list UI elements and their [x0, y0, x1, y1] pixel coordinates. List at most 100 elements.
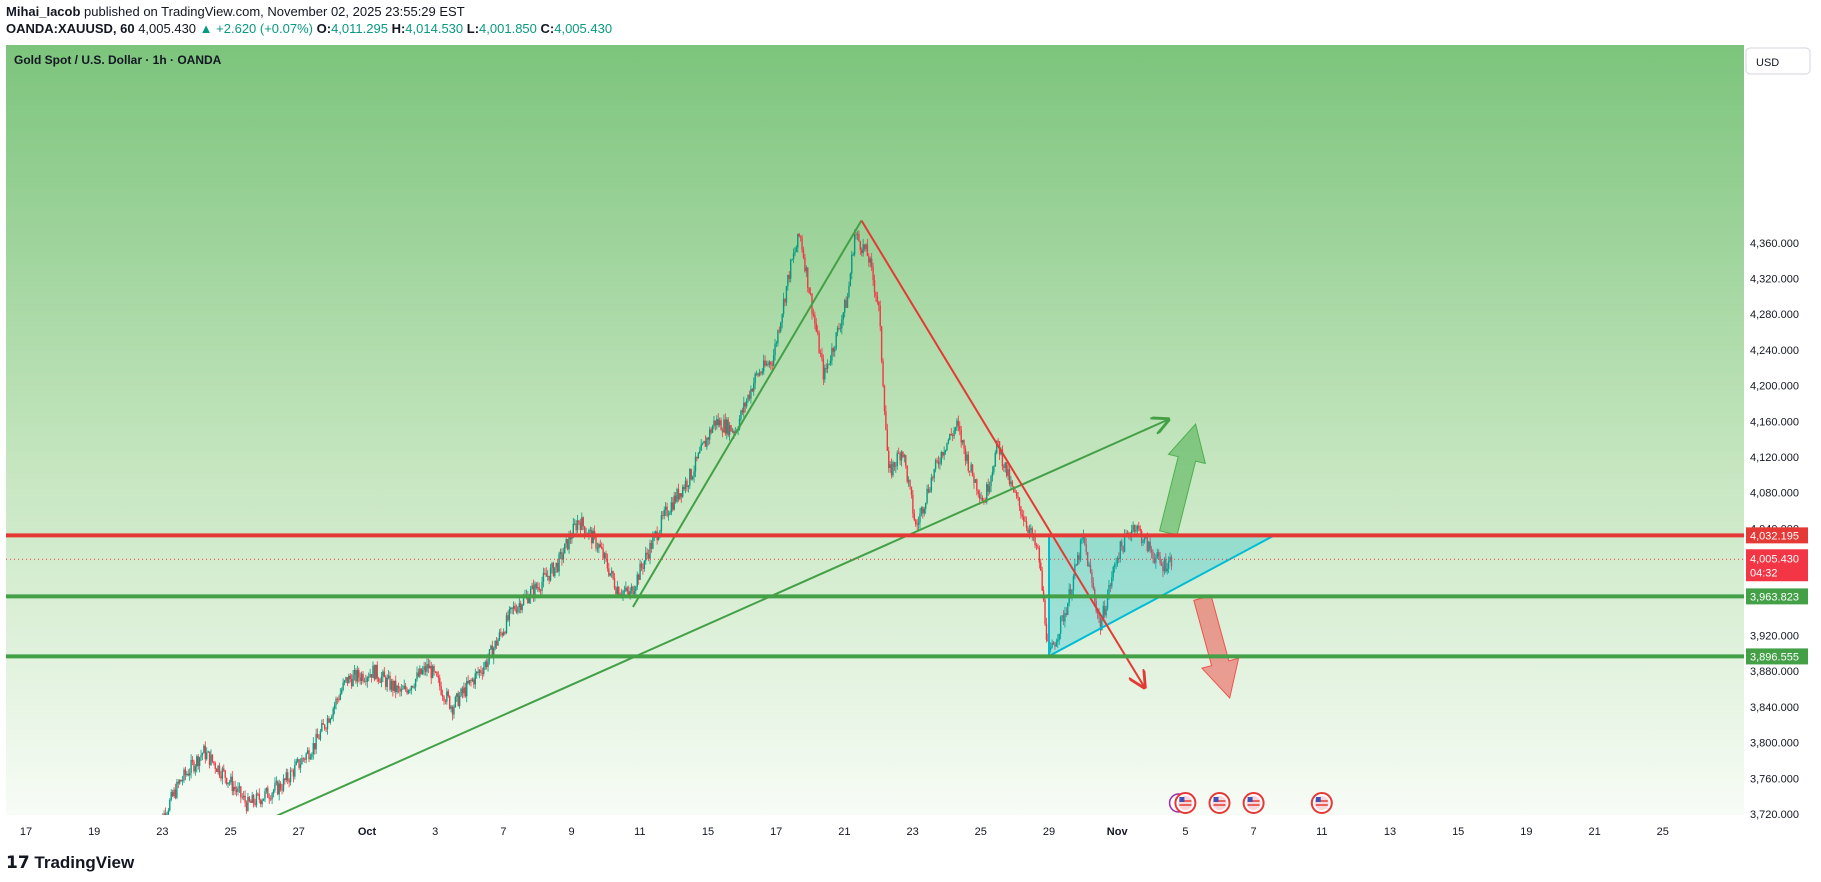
- candle-body: [936, 460, 938, 462]
- candle-body: [609, 573, 611, 576]
- candle-body: [987, 484, 989, 492]
- candle-body: [403, 685, 405, 689]
- candle-body: [909, 480, 911, 487]
- time-axis[interactable]: 17 19 23 25 27 Oct 3 7 9 11 15 17 21 23 25 29 Nov 5 7 11 13 1…: [0, 815, 1744, 840]
- candle-body: [866, 244, 869, 256]
- candle-body: [490, 645, 492, 650]
- candle-body: [1062, 615, 1065, 622]
- candle-body: [953, 430, 955, 437]
- candle-body: [500, 632, 502, 634]
- candle-body: [284, 778, 286, 781]
- candle-body: [434, 671, 437, 673]
- candle-body: [1166, 568, 1168, 572]
- candle-body: [643, 560, 646, 569]
- candle-body: [751, 388, 754, 392]
- candle-body: [1081, 538, 1083, 541]
- candle-body: [755, 373, 758, 375]
- candle-body: [458, 695, 461, 707]
- price-axis[interactable]: 3,720.000 3,760.000 3,800.000 3,840.000 3,88…: [1746, 238, 1808, 821]
- candle-body: [521, 604, 523, 610]
- candle-body: [215, 768, 218, 772]
- candle-body: [626, 587, 628, 592]
- candle-body: [487, 659, 489, 667]
- candle-body: [1102, 605, 1104, 620]
- candle-body: [177, 781, 180, 784]
- candle-body: [413, 687, 415, 688]
- candle-body: [1072, 575, 1075, 591]
- candle-body: [1067, 603, 1069, 615]
- y-tick-label: 3,840.000: [1750, 702, 1799, 714]
- candle-body: [1041, 570, 1043, 591]
- candle-body: [1011, 481, 1014, 487]
- candle-body: [328, 718, 330, 723]
- candle-body: [252, 795, 255, 804]
- candle-body: [1001, 449, 1004, 467]
- candle-body: [562, 553, 565, 560]
- candle-body: [1028, 529, 1031, 533]
- candle-body: [387, 675, 390, 678]
- candle-body: [1038, 547, 1041, 563]
- candle-body: [691, 476, 694, 480]
- candle-body: [1031, 528, 1033, 538]
- candle-body: [221, 768, 224, 779]
- candle-body: [969, 470, 971, 472]
- candle-body: [880, 326, 883, 361]
- candle-body: [200, 755, 202, 758]
- candle-body: [662, 515, 664, 516]
- candle-body: [964, 448, 967, 461]
- candle-body: [512, 605, 515, 609]
- candle-body: [322, 723, 324, 725]
- candle-body: [247, 797, 249, 811]
- candle-body: [933, 469, 935, 479]
- candle-body: [613, 578, 616, 589]
- candle-body: [973, 475, 975, 483]
- event-us-3[interactable]: [1242, 792, 1265, 814]
- candle-body: [171, 791, 174, 797]
- candle-body: [724, 419, 727, 434]
- candle-body: [1004, 462, 1006, 468]
- symbol-name[interactable]: OANDA:XAUUSD, 60: [6, 21, 135, 36]
- candle-body: [329, 718, 332, 723]
- candle-body: [927, 488, 930, 493]
- x-tick-label: 3: [432, 826, 438, 838]
- candle-body: [558, 553, 560, 572]
- resistance-price-label: 4,032.195: [1750, 530, 1799, 542]
- logo-mark-icon: 𝟭𝟳: [6, 853, 35, 872]
- candle-body: [1092, 582, 1095, 590]
- y-tick-label: 3,880.000: [1750, 666, 1799, 678]
- candle-body: [778, 330, 781, 332]
- candle-body: [974, 479, 977, 483]
- candle-body: [1099, 618, 1102, 631]
- candle-body: [808, 287, 810, 294]
- candle-body: [279, 783, 282, 790]
- candle-body: [206, 752, 208, 760]
- candle-body: [849, 273, 852, 286]
- candle-body: [612, 571, 614, 579]
- candle-body: [640, 563, 643, 568]
- author-name[interactable]: Mihai_Iacob: [6, 4, 81, 19]
- candle-body: [186, 773, 188, 776]
- candle-body: [568, 535, 570, 550]
- candle-body: [804, 257, 806, 272]
- candle-body: [1014, 491, 1016, 493]
- candle-body: [836, 327, 839, 333]
- candle-body: [581, 517, 583, 530]
- candle-body: [336, 698, 339, 700]
- candle-body: [601, 547, 603, 549]
- candle-body: [366, 677, 368, 682]
- candle-body: [274, 783, 276, 791]
- event-us-1[interactable]: [1174, 792, 1197, 814]
- candle-body: [231, 776, 234, 792]
- event-us-4[interactable]: [1310, 792, 1333, 814]
- candle-body: [628, 591, 630, 596]
- candle-body: [325, 728, 327, 730]
- candle-body: [608, 568, 610, 576]
- tradingview-logo[interactable]: 𝟭𝟳 TradingView: [6, 853, 134, 873]
- candle-body: [1021, 514, 1023, 517]
- candle-body: [1017, 496, 1019, 498]
- currency-button[interactable]: USD: [1745, 47, 1811, 75]
- x-tick-label: 25: [975, 826, 987, 838]
- event-us-2[interactable]: [1208, 792, 1231, 814]
- candle-body: [319, 731, 322, 740]
